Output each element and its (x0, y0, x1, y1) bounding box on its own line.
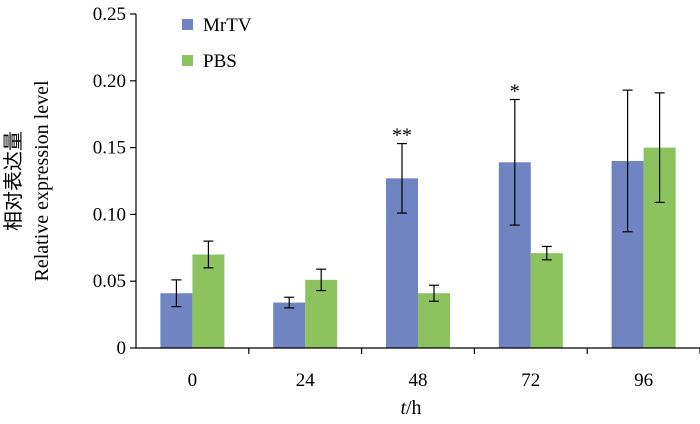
y-tick-label: 0.25 (93, 4, 126, 25)
x-axis-title: t/h (400, 397, 421, 419)
x-tick-label: 0 (188, 370, 198, 391)
error-bars (171, 89, 665, 309)
y-axis-label-chinese: 相对表达量 (2, 131, 25, 231)
y-tick-label: 0 (117, 338, 127, 359)
x-tick-label: 48 (409, 370, 428, 391)
bar-pbs-24 (305, 279, 338, 348)
x-axis-title-variable: t (400, 397, 406, 419)
legend-label-mrtv: MrTV (203, 15, 252, 36)
x-axis-title-unit: /h (406, 397, 422, 419)
bar-pbs-72 (530, 253, 563, 348)
bars (160, 147, 676, 348)
significance-mark: ** (392, 125, 412, 147)
x-tick-label: 24 (296, 370, 316, 391)
x-tick-label: 96 (634, 370, 653, 391)
y-tick-label: 0.05 (93, 271, 126, 292)
legend-label-pbs: PBS (203, 51, 237, 72)
significance-annotations: *** (392, 81, 520, 147)
y-axis-title: 相对表达量 Relative expression level (2, 80, 53, 281)
x-axis-ticks: 0 24 48 72 96 (188, 348, 700, 391)
bar-pbs-0 (192, 254, 225, 348)
y-tick-label: 0.20 (93, 71, 126, 92)
y-axis-ticks: 0 0.05 0.10 0.15 0.20 0.25 (93, 4, 136, 359)
legend-swatch-pbs (182, 55, 193, 66)
legend-swatch-mrtv (182, 19, 193, 30)
x-tick-label: 72 (521, 370, 540, 391)
legend: MrTV PBS (182, 15, 252, 72)
y-tick-label: 0.15 (93, 138, 126, 159)
bar-pbs-48 (418, 293, 450, 348)
bar-mrtv-24 (273, 302, 306, 348)
y-tick-label: 0.10 (93, 204, 126, 225)
significance-mark: * (510, 81, 520, 103)
y-axis-label-english: Relative expression level (31, 80, 53, 281)
